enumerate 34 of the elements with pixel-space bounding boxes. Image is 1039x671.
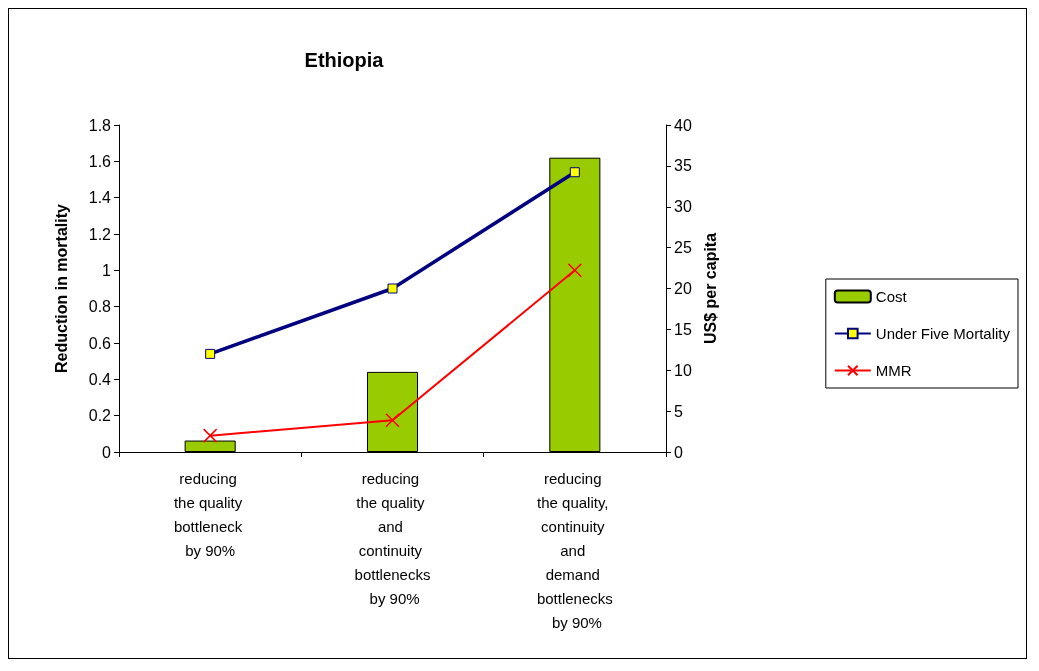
y-tick-label: 0 [102, 443, 112, 461]
point [569, 167, 580, 178]
x-tick-label: reducing the quality, continuity and demand bottlenecks by 90% [536, 469, 613, 631]
legend-label: Cost [875, 288, 908, 305]
y-tick-label: 1 [102, 261, 112, 279]
legend-label: MMR [875, 362, 912, 379]
point [205, 348, 216, 359]
x-tick-label: reducing the quality bottleneck by 90% [173, 469, 247, 559]
y-tick-label: 0.8 [88, 298, 112, 316]
point [567, 263, 583, 278]
y2-tick-label: 35 [674, 157, 692, 175]
y2-tick-label: 15 [674, 320, 692, 338]
point [202, 428, 218, 443]
point [385, 412, 400, 428]
y2-tick-label: 20 [674, 280, 692, 297]
y2-tick-label: 0 [674, 443, 683, 461]
y-tick-label: 1.8 [88, 116, 112, 134]
legend-label: Under Five Mortality [875, 325, 1011, 342]
y2-tick-label: 25 [674, 239, 692, 257]
y2-tick-label: 5 [674, 402, 683, 420]
y-tick-label: 0.6 [88, 334, 112, 352]
y-tick-label: 1.4 [88, 189, 112, 207]
y-tick-label: 1.6 [88, 152, 112, 170]
y2-tick-label: 10 [674, 361, 692, 379]
y2-axis-title: US$ per capita [702, 232, 720, 345]
x-tick-label: reducing the quality and continuity bottlenecks by 90% [354, 469, 431, 607]
y2-tick-label: 40 [674, 116, 692, 134]
y-axis-title: Reduction in mortality [52, 203, 70, 373]
chart-title: Ethiopia [304, 49, 385, 71]
y-tick-label: 1.2 [88, 225, 112, 243]
y-tick-label: 0.2 [88, 407, 112, 425]
y2-tick-label: 30 [674, 198, 692, 216]
y-tick-label: 0.4 [88, 370, 112, 388]
point [387, 283, 398, 294]
